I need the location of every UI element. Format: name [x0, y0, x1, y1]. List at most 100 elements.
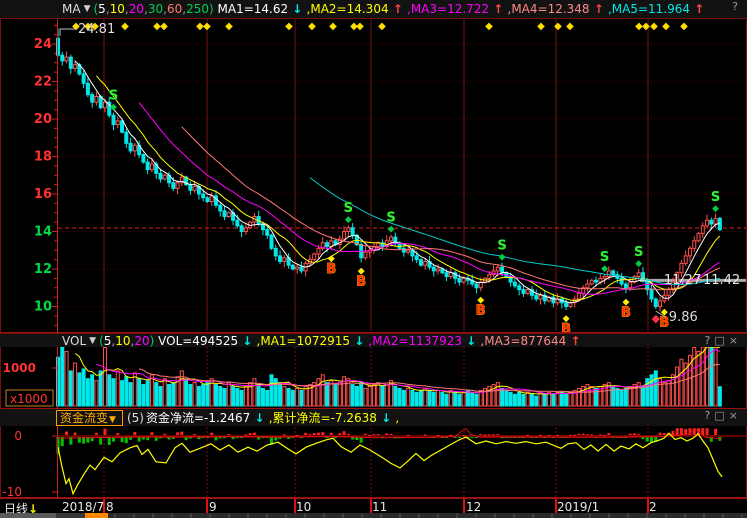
- volume-bar: [333, 384, 338, 407]
- event-diamond-icon[interactable]: ◆: [225, 21, 233, 32]
- volume-bar: [517, 391, 522, 407]
- event-diamond-icon[interactable]: ◆: [635, 21, 643, 32]
- volume-bar: [585, 384, 590, 407]
- event-diamond-icon[interactable]: ◆: [308, 21, 316, 32]
- event-diamond-icon[interactable]: ◆: [153, 21, 161, 32]
- candle: [278, 255, 283, 262]
- sell-signal-marker[interactable]: S: [711, 189, 721, 205]
- money-flow-selector-button[interactable]: 资金流变▼: [56, 409, 123, 426]
- candle: [709, 219, 714, 225]
- flow-bar-in: [496, 434, 500, 436]
- buy-signal-marker[interactable]: B: [561, 322, 572, 338]
- sell-signal-marker[interactable]: S: [600, 250, 610, 266]
- event-diamond-icon[interactable]: ◆: [329, 21, 337, 32]
- sell-signal-marker[interactable]: S: [109, 88, 119, 104]
- candle: [461, 277, 466, 283]
- volume-bar: [158, 386, 163, 407]
- event-diamond-icon[interactable]: ◆: [537, 21, 545, 32]
- event-diamond-icon[interactable]: ◆: [196, 21, 204, 32]
- trend-arrow-icon: ↑: [388, 2, 408, 16]
- help-icon[interactable]: ?: [704, 334, 715, 347]
- candle: [448, 272, 453, 277]
- volume-bar: [115, 370, 120, 407]
- sell-signal-marker[interactable]: S: [386, 210, 396, 226]
- sell-signal-marker[interactable]: S: [497, 238, 507, 254]
- volume-unit-box: [5, 389, 54, 407]
- event-diamond-icon[interactable]: ◆: [72, 21, 80, 32]
- event-diamond-icon[interactable]: ◆: [554, 21, 562, 32]
- sell-signal-marker[interactable]: S: [343, 201, 353, 217]
- candle: [705, 219, 710, 227]
- buy-signal-marker[interactable]: B: [326, 262, 337, 278]
- volume-bar: [679, 358, 684, 407]
- flow-bar-in: [581, 433, 585, 435]
- event-diamond-icon[interactable]: ◆: [160, 21, 168, 32]
- event-diamond-icon[interactable]: ◆: [356, 21, 364, 32]
- reference-price-line[interactable]: [640, 278, 747, 282]
- minimize-icon[interactable]: □: [714, 409, 729, 422]
- volume-bar: [179, 370, 184, 407]
- volume-bar: [68, 370, 73, 407]
- daily-flow-line: [57, 428, 723, 440]
- indicator-value: ,MA2=14.304: [306, 2, 389, 16]
- event-diamond-icon[interactable]: ◆: [203, 21, 211, 32]
- event-diamond-icon[interactable]: ◆: [84, 21, 92, 32]
- volume-bar: [359, 382, 364, 407]
- vol-dropdown-icon[interactable]: ▼: [89, 335, 97, 346]
- high-price-label: 24.81: [78, 22, 115, 37]
- event-diamond-icon[interactable]: ◆: [350, 21, 358, 32]
- flow-bar-in: [248, 433, 252, 435]
- event-diamond-icon[interactable]: ◆: [378, 21, 386, 32]
- buy-signal-marker[interactable]: B: [621, 305, 632, 321]
- price-axis-label: 10: [34, 300, 52, 315]
- candle: [141, 154, 146, 163]
- flow-bar-out: [167, 437, 171, 440]
- candle: [239, 225, 244, 232]
- event-diamond-icon[interactable]: ◆: [285, 21, 293, 32]
- help-icon[interactable]: ?: [704, 409, 715, 422]
- candle: [124, 131, 129, 144]
- ma-dropdown-icon[interactable]: ▼: [83, 4, 91, 14]
- event-diamond-icon[interactable]: ◆: [485, 21, 493, 32]
- horizontal-scrollbar[interactable]: [0, 513, 747, 518]
- flow-bar-out: [69, 437, 73, 445]
- volume-bar: [713, 347, 718, 407]
- flow-axis-label: 0: [14, 429, 22, 443]
- minimize-icon[interactable]: □: [714, 334, 729, 347]
- event-diamond-icon[interactable]: ◆: [680, 21, 688, 32]
- volume-bar: [551, 393, 556, 407]
- close-icon[interactable]: ×: [728, 334, 742, 347]
- event-diamond-icon[interactable]: ◆: [662, 21, 670, 32]
- help-icon[interactable]: ?: [732, 0, 742, 13]
- sell-signal-marker[interactable]: S: [634, 245, 644, 261]
- volume-bar: [465, 389, 470, 407]
- flow-bar-out: [231, 437, 235, 440]
- volume-bar: [683, 362, 688, 407]
- flow-bar-out: [171, 437, 175, 439]
- flow-bar-out: [99, 437, 103, 445]
- event-diamond-icon[interactable]: ◆: [121, 21, 129, 32]
- volume-bar: [581, 386, 586, 407]
- volume-bar: [675, 366, 680, 407]
- volume-bar: [239, 389, 244, 407]
- close-icon[interactable]: ×: [728, 409, 742, 422]
- candle: [269, 234, 274, 249]
- buy-signal-marker[interactable]: B: [475, 303, 486, 319]
- scrollbar-thumb[interactable]: [85, 513, 108, 518]
- flow-bar-out: [650, 437, 654, 443]
- flow-bar-out: [654, 437, 658, 442]
- period-selector[interactable]: 日线↓: [4, 502, 39, 516]
- volume-bar: [269, 374, 274, 407]
- event-diamond-icon[interactable]: ◆: [91, 21, 99, 32]
- volume-bar: [184, 380, 189, 407]
- event-diamond-icon[interactable]: ◆: [642, 21, 650, 32]
- event-diamond-icon[interactable]: ◆: [566, 21, 574, 32]
- event-diamond-icon[interactable]: ◆: [650, 21, 658, 32]
- buy-signal-marker[interactable]: B: [659, 315, 670, 331]
- flow-bar-out: [257, 437, 261, 440]
- volume-bar: [397, 387, 402, 407]
- candle: [619, 277, 624, 285]
- buy-signal-marker[interactable]: B: [356, 274, 367, 290]
- flow-bar-in: [492, 434, 496, 436]
